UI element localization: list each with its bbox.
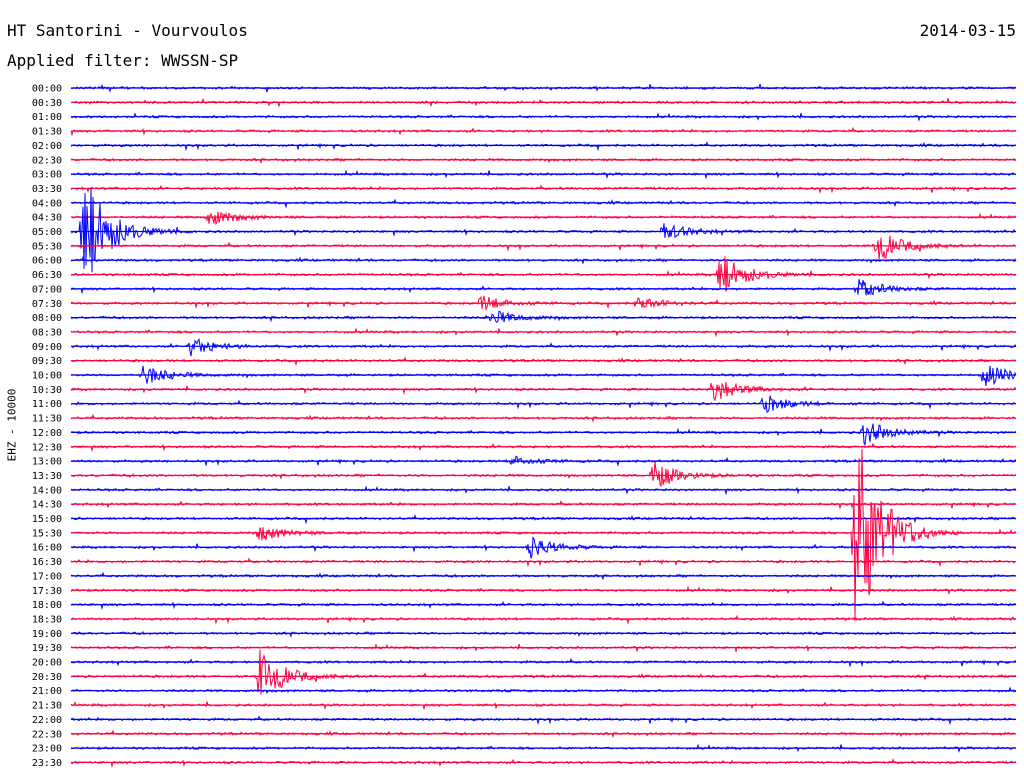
row-time-label: 17:30: [32, 586, 62, 597]
row-time-label: 16:30: [32, 557, 62, 568]
applied-filter-label: Applied filter: WWSSN-SP: [7, 51, 239, 70]
row-time-label: 14:00: [32, 485, 62, 496]
row-time-label: 20:00: [32, 658, 62, 669]
trace-row-1600: [70, 536, 1017, 559]
row-time-label: 22:00: [32, 715, 62, 726]
row-time-label: 18:30: [32, 614, 62, 625]
row-time-label: 00:00: [32, 84, 62, 95]
row-time-label: 07:30: [32, 299, 62, 310]
row-time-label: 19:30: [32, 643, 62, 654]
row-time-label: 02:00: [32, 141, 62, 152]
row-time-label: 04:30: [32, 213, 62, 224]
row-time-label: 06:30: [32, 270, 62, 281]
trace-row-2000: [71, 657, 1017, 668]
row-time-label: 03:30: [32, 184, 62, 195]
trace-row-1330: [70, 461, 1016, 488]
row-time-label: 13:30: [32, 471, 62, 482]
trace-row-1030: [70, 381, 1017, 402]
row-time-label: 16:00: [32, 543, 62, 554]
row-time-label: 06:00: [32, 256, 62, 267]
row-time-label: 05:00: [32, 227, 62, 238]
row-time-label: 03:00: [32, 170, 62, 181]
row-time-label: 14:30: [32, 500, 62, 511]
row-time-label: 10:00: [32, 371, 62, 382]
row-time-label: 23:30: [32, 758, 62, 769]
trace-row-1530: [70, 448, 1017, 621]
row-time-label: 08:30: [32, 327, 62, 338]
row-time-label: 12:00: [32, 428, 62, 439]
row-time-label: 20:30: [32, 672, 62, 683]
row-time-label: 12:30: [32, 442, 62, 453]
row-time-label: 13:00: [32, 457, 62, 468]
trace-row-2030: [70, 649, 1017, 695]
trace-row-1000: [70, 365, 1017, 387]
row-time-label: 10:30: [32, 385, 62, 396]
row-time-label: 18:00: [32, 600, 62, 611]
row-time-label: 15:00: [32, 514, 62, 525]
row-time-label: 01:00: [32, 112, 62, 123]
row-time-label: 21:00: [32, 686, 62, 697]
row-time-label: 01:30: [32, 127, 62, 138]
trace-row-1900: [70, 630, 1017, 638]
row-time-label: 08:00: [32, 313, 62, 324]
row-time-label: 22:30: [32, 729, 62, 740]
trace-row-0700: [70, 279, 1017, 296]
row-time-label: 09:00: [32, 342, 62, 353]
trace-row-2200: [70, 715, 1017, 726]
row-time-label: 11:30: [32, 414, 62, 425]
row-time-label: 23:00: [32, 744, 62, 755]
trace-row-0900: [71, 338, 1017, 357]
row-time-label: 04:00: [32, 198, 62, 209]
station-title: HT Santorini - Vourvoulos: [7, 21, 248, 40]
row-time-label: 09:30: [32, 356, 62, 367]
record-date: 2014-03-15: [919, 21, 1016, 40]
trace-row-1630: [70, 557, 1016, 568]
row-time-label: 00:30: [32, 98, 62, 109]
trace-row-0530: [70, 235, 1017, 260]
trace-row-0200: [70, 141, 1017, 152]
row-time-label: 02:30: [32, 155, 62, 166]
trace-row-0230: [70, 157, 1017, 165]
row-time-label: 05:30: [32, 241, 62, 252]
trace-row-0430: [70, 212, 1017, 226]
trace-row-0800: [70, 311, 1017, 324]
trace-row-0330: [70, 184, 1017, 195]
row-time-label: 15:30: [32, 528, 62, 539]
row-time-label: 17:00: [32, 571, 62, 582]
row-time-label: 07:00: [32, 284, 62, 295]
row-time-label: 19:00: [32, 629, 62, 640]
row-time-label: 11:00: [32, 399, 62, 410]
row-time-label: 21:30: [32, 701, 62, 712]
trace-row-1200: [70, 423, 1017, 447]
trace-row-1830: [70, 614, 1017, 625]
